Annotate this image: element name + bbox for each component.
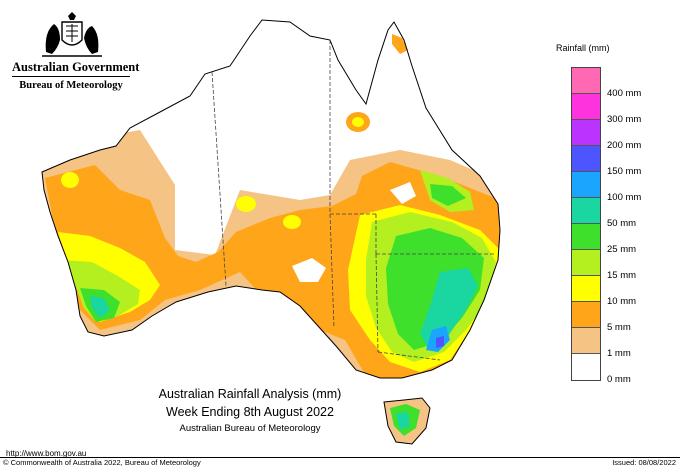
legend-label: 150 mm [607, 166, 642, 177]
legend-swatch [572, 276, 600, 302]
cape-york-patch [392, 34, 408, 54]
issued-date: Issued: 08/08/2022 [612, 458, 676, 467]
legend-swatch [572, 146, 600, 172]
legend-label: 300 mm [607, 114, 642, 125]
government-name: Australian Government [12, 60, 140, 74]
legend-title: Rainfall (mm) [556, 43, 610, 53]
copyright-text: © Commonwealth of Australia 2022, Bureau… [3, 458, 201, 467]
state-borders [211, 40, 494, 361]
header-divider [12, 76, 130, 77]
legend-label: 200 mm [607, 140, 642, 151]
coat-of-arms-icon [42, 12, 102, 57]
legend-swatch [572, 120, 600, 146]
legend-label: 50 mm [607, 218, 637, 229]
footer-divider [0, 457, 680, 458]
legend-label: 25 mm [607, 244, 637, 255]
legend-color-bar [571, 67, 601, 381]
legend-swatch [572, 172, 600, 198]
legend-swatch [572, 302, 600, 328]
legend-swatch [572, 250, 600, 276]
legend-swatch [572, 94, 600, 120]
legend-swatch [572, 68, 600, 94]
website-link[interactable]: http://www.bom.gov.au [6, 449, 87, 458]
legend-label: 400 mm [607, 88, 642, 99]
legend-label: 5 mm [607, 322, 631, 333]
legend-label: 100 mm [607, 192, 642, 203]
legend-swatch [572, 224, 600, 250]
legend-label: 0 mm [607, 374, 631, 385]
tasmania [383, 397, 431, 445]
legend-label: 1 mm [607, 348, 631, 359]
agency-name: Bureau of Meteorology [19, 80, 123, 91]
mainland-outline [41, 19, 501, 379]
legend-swatch [572, 354, 600, 380]
legend-label: 10 mm [607, 296, 637, 307]
legend-swatch [572, 328, 600, 354]
legend-label: 15 mm [607, 270, 637, 281]
map-period: Week Ending 8th August 2022 [166, 405, 334, 419]
map-title: Australian Rainfall Analysis (mm) [158, 387, 342, 401]
map-source: Australian Bureau of Meteorology [179, 423, 321, 434]
legend-swatch [572, 198, 600, 224]
